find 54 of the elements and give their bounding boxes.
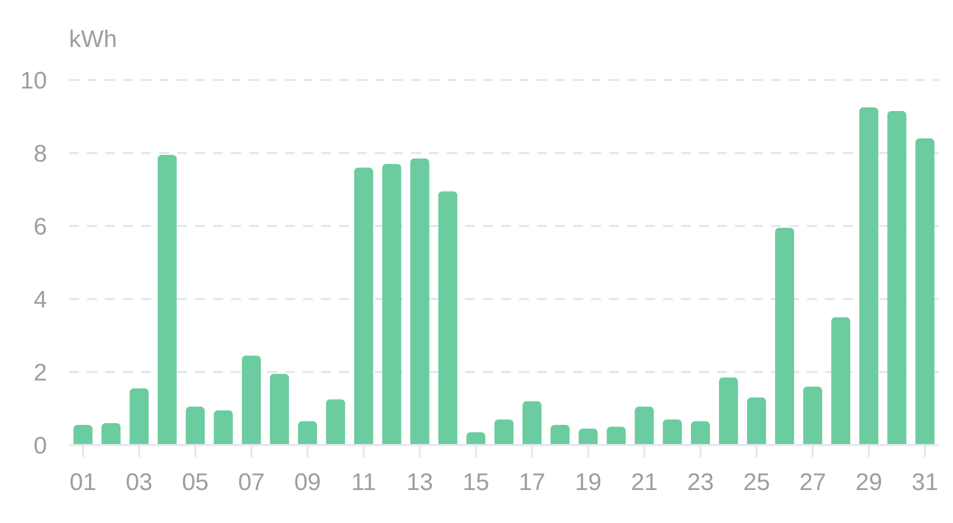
x-tick-label: 07 xyxy=(238,469,265,496)
bar xyxy=(186,406,205,445)
x-tick-label: 25 xyxy=(743,469,770,496)
bar xyxy=(690,421,710,445)
bar xyxy=(73,424,92,445)
y-tick-label: 4 xyxy=(34,286,47,314)
bar xyxy=(550,424,570,445)
bar xyxy=(662,419,682,445)
bar xyxy=(578,428,598,445)
x-tick-label: 11 xyxy=(351,469,376,496)
bar xyxy=(242,356,261,445)
bar xyxy=(298,421,318,445)
y-axis-title: kWh xyxy=(69,26,117,54)
x-tick-label: 23 xyxy=(687,469,714,496)
bar xyxy=(859,107,878,445)
bar xyxy=(747,398,766,445)
y-tick-label: 10 xyxy=(20,68,47,95)
y-tick-label: 8 xyxy=(34,140,47,168)
bar xyxy=(326,399,346,445)
x-tick-label: 09 xyxy=(294,469,321,496)
bar xyxy=(718,377,738,445)
bar xyxy=(887,111,906,445)
bar xyxy=(634,406,654,445)
bar xyxy=(494,419,514,445)
x-tick-label: 21 xyxy=(630,469,658,496)
x-tick-label: 13 xyxy=(406,469,434,496)
bar xyxy=(410,158,430,445)
bar xyxy=(915,138,934,445)
x-tick-label: 01 xyxy=(70,469,96,496)
bar xyxy=(270,374,289,445)
x-tick-label: 15 xyxy=(462,469,490,496)
bar xyxy=(466,432,486,445)
bar xyxy=(130,388,149,445)
bar xyxy=(775,228,794,445)
y-tick-label: 0 xyxy=(34,432,47,460)
bar xyxy=(158,154,177,445)
y-tick-label: 2 xyxy=(34,360,47,387)
x-tick-label: 19 xyxy=(574,469,602,496)
bar xyxy=(438,191,458,445)
bar xyxy=(522,401,542,445)
x-tick-label: 05 xyxy=(182,469,209,496)
x-tick-label: 31 xyxy=(912,469,938,496)
x-tick-label: 27 xyxy=(799,469,826,496)
bar xyxy=(803,386,822,445)
bar xyxy=(214,410,233,445)
x-tick-label: 29 xyxy=(855,469,882,496)
bar xyxy=(382,164,402,445)
y-tick-label: 6 xyxy=(34,214,47,241)
bar xyxy=(354,168,374,445)
x-tick-label: 17 xyxy=(518,469,546,496)
x-tick-label: 03 xyxy=(126,469,153,496)
bar xyxy=(831,317,850,445)
bar xyxy=(102,423,121,445)
bar xyxy=(606,426,626,445)
